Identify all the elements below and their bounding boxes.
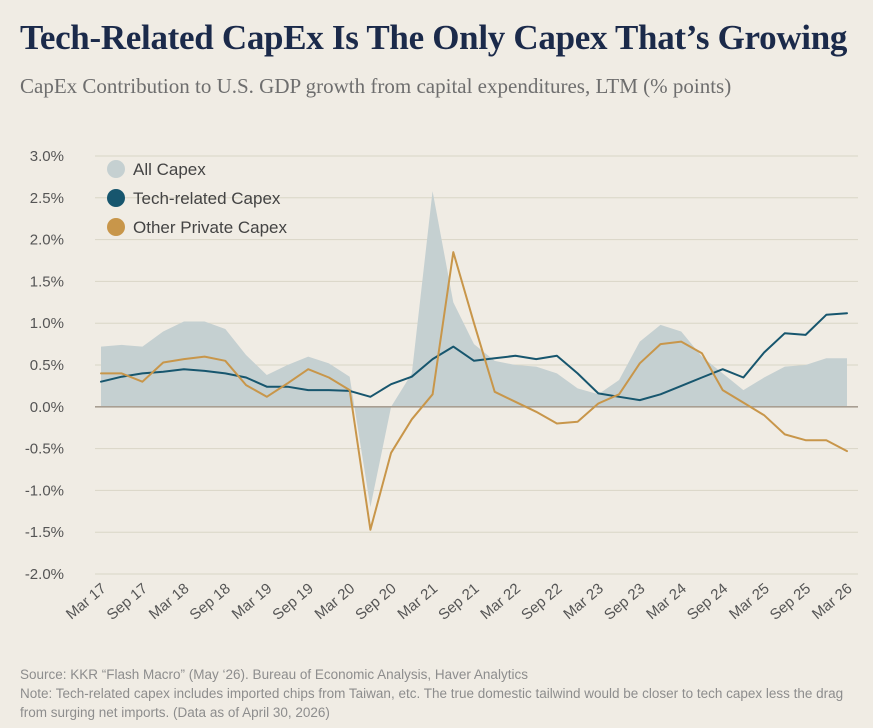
footer: Source: KKR “Flash Macro” (May ‘26). Bur… xyxy=(20,665,865,722)
series-area-all-capex xyxy=(101,191,847,508)
y-tick-label: -0.5% xyxy=(25,441,64,458)
x-tick-label: Sep 21 xyxy=(435,580,482,624)
y-tick-label: 2.5% xyxy=(30,190,64,207)
legend-label-all-capex: All Capex xyxy=(133,160,206,179)
x-tick-label: Mar 19 xyxy=(229,580,276,623)
x-tick-label: Sep 24 xyxy=(684,580,731,624)
legend: All Capex Tech-related Capex Other Priva… xyxy=(107,160,288,237)
capex-chart: -2.0% -1.5% -1.0% -0.5% 0.0% 0.5% 1.0% 1.5% 2.0%… xyxy=(25,148,858,624)
area-layer xyxy=(101,191,847,508)
x-tick-label: Sep 25 xyxy=(767,580,814,624)
legend-swatch-tech-capex xyxy=(107,189,125,207)
series-line-other-capex xyxy=(100,251,848,531)
legend-item-tech-capex[interactable]: Tech-related Capex xyxy=(107,189,281,208)
legend-item-other-capex[interactable]: Other Private Capex xyxy=(107,218,288,237)
legend-item-all-capex[interactable]: All Capex xyxy=(107,160,206,179)
y-tick-label: 0.5% xyxy=(30,357,64,374)
x-tick-label: Sep 22 xyxy=(518,580,565,624)
x-tick-label: Mar 25 xyxy=(726,580,773,623)
y-axis-ticks: -2.0% -1.5% -1.0% -0.5% 0.0% 0.5% 1.0% 1.5% 2.0%… xyxy=(25,148,64,583)
y-tick-label: 1.5% xyxy=(30,273,64,290)
chart-title: Tech-Related CapEx Is The Only Capex Tha… xyxy=(20,18,848,57)
x-tick-label: Mar 23 xyxy=(560,580,607,623)
y-tick-label: -2.0% xyxy=(25,566,64,583)
y-tick-label: 3.0% xyxy=(30,148,64,165)
x-tick-label: Mar 20 xyxy=(312,580,359,623)
x-tick-label: Mar 22 xyxy=(477,580,524,623)
methodology-note: Note: Tech-related capex includes import… xyxy=(20,686,844,720)
source-note: Source: KKR “Flash Macro” (May ‘26). Bur… xyxy=(20,667,528,682)
x-tick-label: Sep 20 xyxy=(352,580,399,624)
x-tick-label: Mar 21 xyxy=(394,580,441,623)
x-tick-label: Sep 23 xyxy=(601,580,648,624)
x-tick-label: Sep 17 xyxy=(104,580,151,624)
x-tick-label: Mar 26 xyxy=(809,580,856,623)
legend-swatch-other-capex xyxy=(107,218,125,236)
y-tick-label: 2.0% xyxy=(30,232,64,249)
y-tick-label: 0.0% xyxy=(30,399,64,416)
chart-subtitle: CapEx Contribution to U.S. GDP growth fr… xyxy=(20,74,732,98)
series-line-tech-capex xyxy=(100,312,848,402)
legend-label-tech-capex: Tech-related Capex xyxy=(133,189,281,208)
x-tick-label: Sep 18 xyxy=(187,580,234,624)
y-tick-label: 1.0% xyxy=(30,315,64,332)
line-layer xyxy=(100,251,848,531)
x-tick-label: Mar 24 xyxy=(643,580,690,623)
x-tick-label: Mar 18 xyxy=(146,580,193,623)
legend-label-other-capex: Other Private Capex xyxy=(133,218,288,237)
legend-swatch-all-capex xyxy=(107,160,125,178)
x-tick-label: Mar 17 xyxy=(63,580,110,623)
y-tick-label: -1.0% xyxy=(25,482,64,499)
x-tick-label: Sep 19 xyxy=(269,580,316,624)
y-tick-label: -1.5% xyxy=(25,524,64,541)
